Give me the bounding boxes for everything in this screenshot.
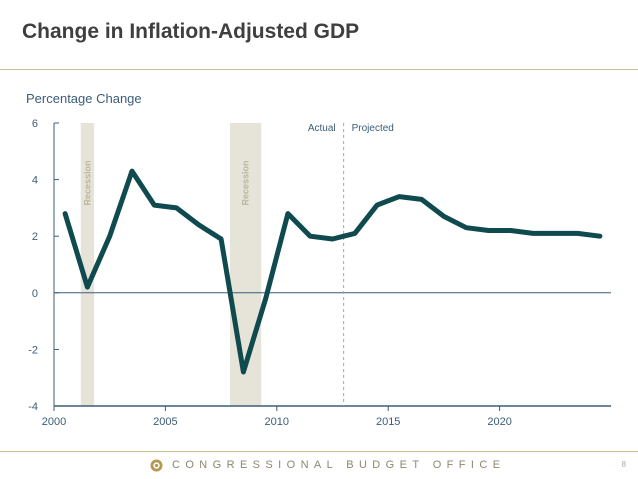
recession-label-2: Recession <box>241 160 251 205</box>
cbo-seal-icon <box>150 459 163 472</box>
y-tick-label: 0 <box>32 288 38 300</box>
slide-title: Change in Inflation-Adjusted GDP <box>22 20 360 43</box>
series-line-gdp <box>62 168 603 375</box>
y-tick-label: 6 <box>32 118 38 130</box>
y-tick-label: -2 <box>28 344 38 356</box>
x-tick-label: 2015 <box>376 416 400 428</box>
x-tick-label: 2020 <box>487 416 511 428</box>
title-divider <box>0 69 638 70</box>
x-axis-ticks: 2000 2005 2010 2015 2020 <box>42 406 512 428</box>
page-number: 8 <box>621 460 626 469</box>
x-tick-label: 2005 <box>153 416 177 428</box>
footer-organization: CONGRESSIONAL BUDGET OFFICE <box>172 459 506 471</box>
gdp-line-chart: Recession Recession 6 4 2 0 -2 -4 2000 2005 2010… <box>26 91 611 428</box>
recession-label-1: Recession <box>82 160 92 205</box>
y-axis-ticks: 6 4 2 0 -2 -4 <box>28 118 59 413</box>
projected-label: Projected <box>352 123 394 134</box>
footer-divider <box>0 451 638 452</box>
y-tick-label: 2 <box>32 231 38 243</box>
y-tick-label: 4 <box>32 175 38 187</box>
recession-band-1 <box>80 123 95 406</box>
y-axis-label: Percentage Change <box>26 91 142 106</box>
recession-bands: Recession Recession <box>80 123 262 406</box>
y-tick-label: -4 <box>28 401 38 413</box>
x-tick-label: 2000 <box>42 416 66 428</box>
x-tick-label: 2010 <box>265 416 289 428</box>
actual-label: Actual <box>308 123 336 134</box>
